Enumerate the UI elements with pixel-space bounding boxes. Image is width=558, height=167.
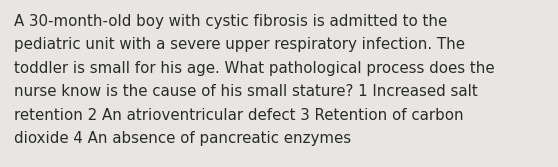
Text: retention 2 An atrioventricular defect 3 Retention of carbon: retention 2 An atrioventricular defect 3… bbox=[14, 108, 464, 123]
Text: pediatric unit with a severe upper respiratory infection. The: pediatric unit with a severe upper respi… bbox=[14, 38, 465, 52]
Text: toddler is small for his age. What pathological process does the: toddler is small for his age. What patho… bbox=[14, 61, 494, 76]
Text: nurse know is the cause of his small stature? 1 Increased salt: nurse know is the cause of his small sta… bbox=[14, 85, 478, 100]
Text: A 30-month-old boy with cystic fibrosis is admitted to the: A 30-month-old boy with cystic fibrosis … bbox=[14, 14, 448, 29]
Text: dioxide 4 An absence of pancreatic enzymes: dioxide 4 An absence of pancreatic enzym… bbox=[14, 131, 351, 146]
